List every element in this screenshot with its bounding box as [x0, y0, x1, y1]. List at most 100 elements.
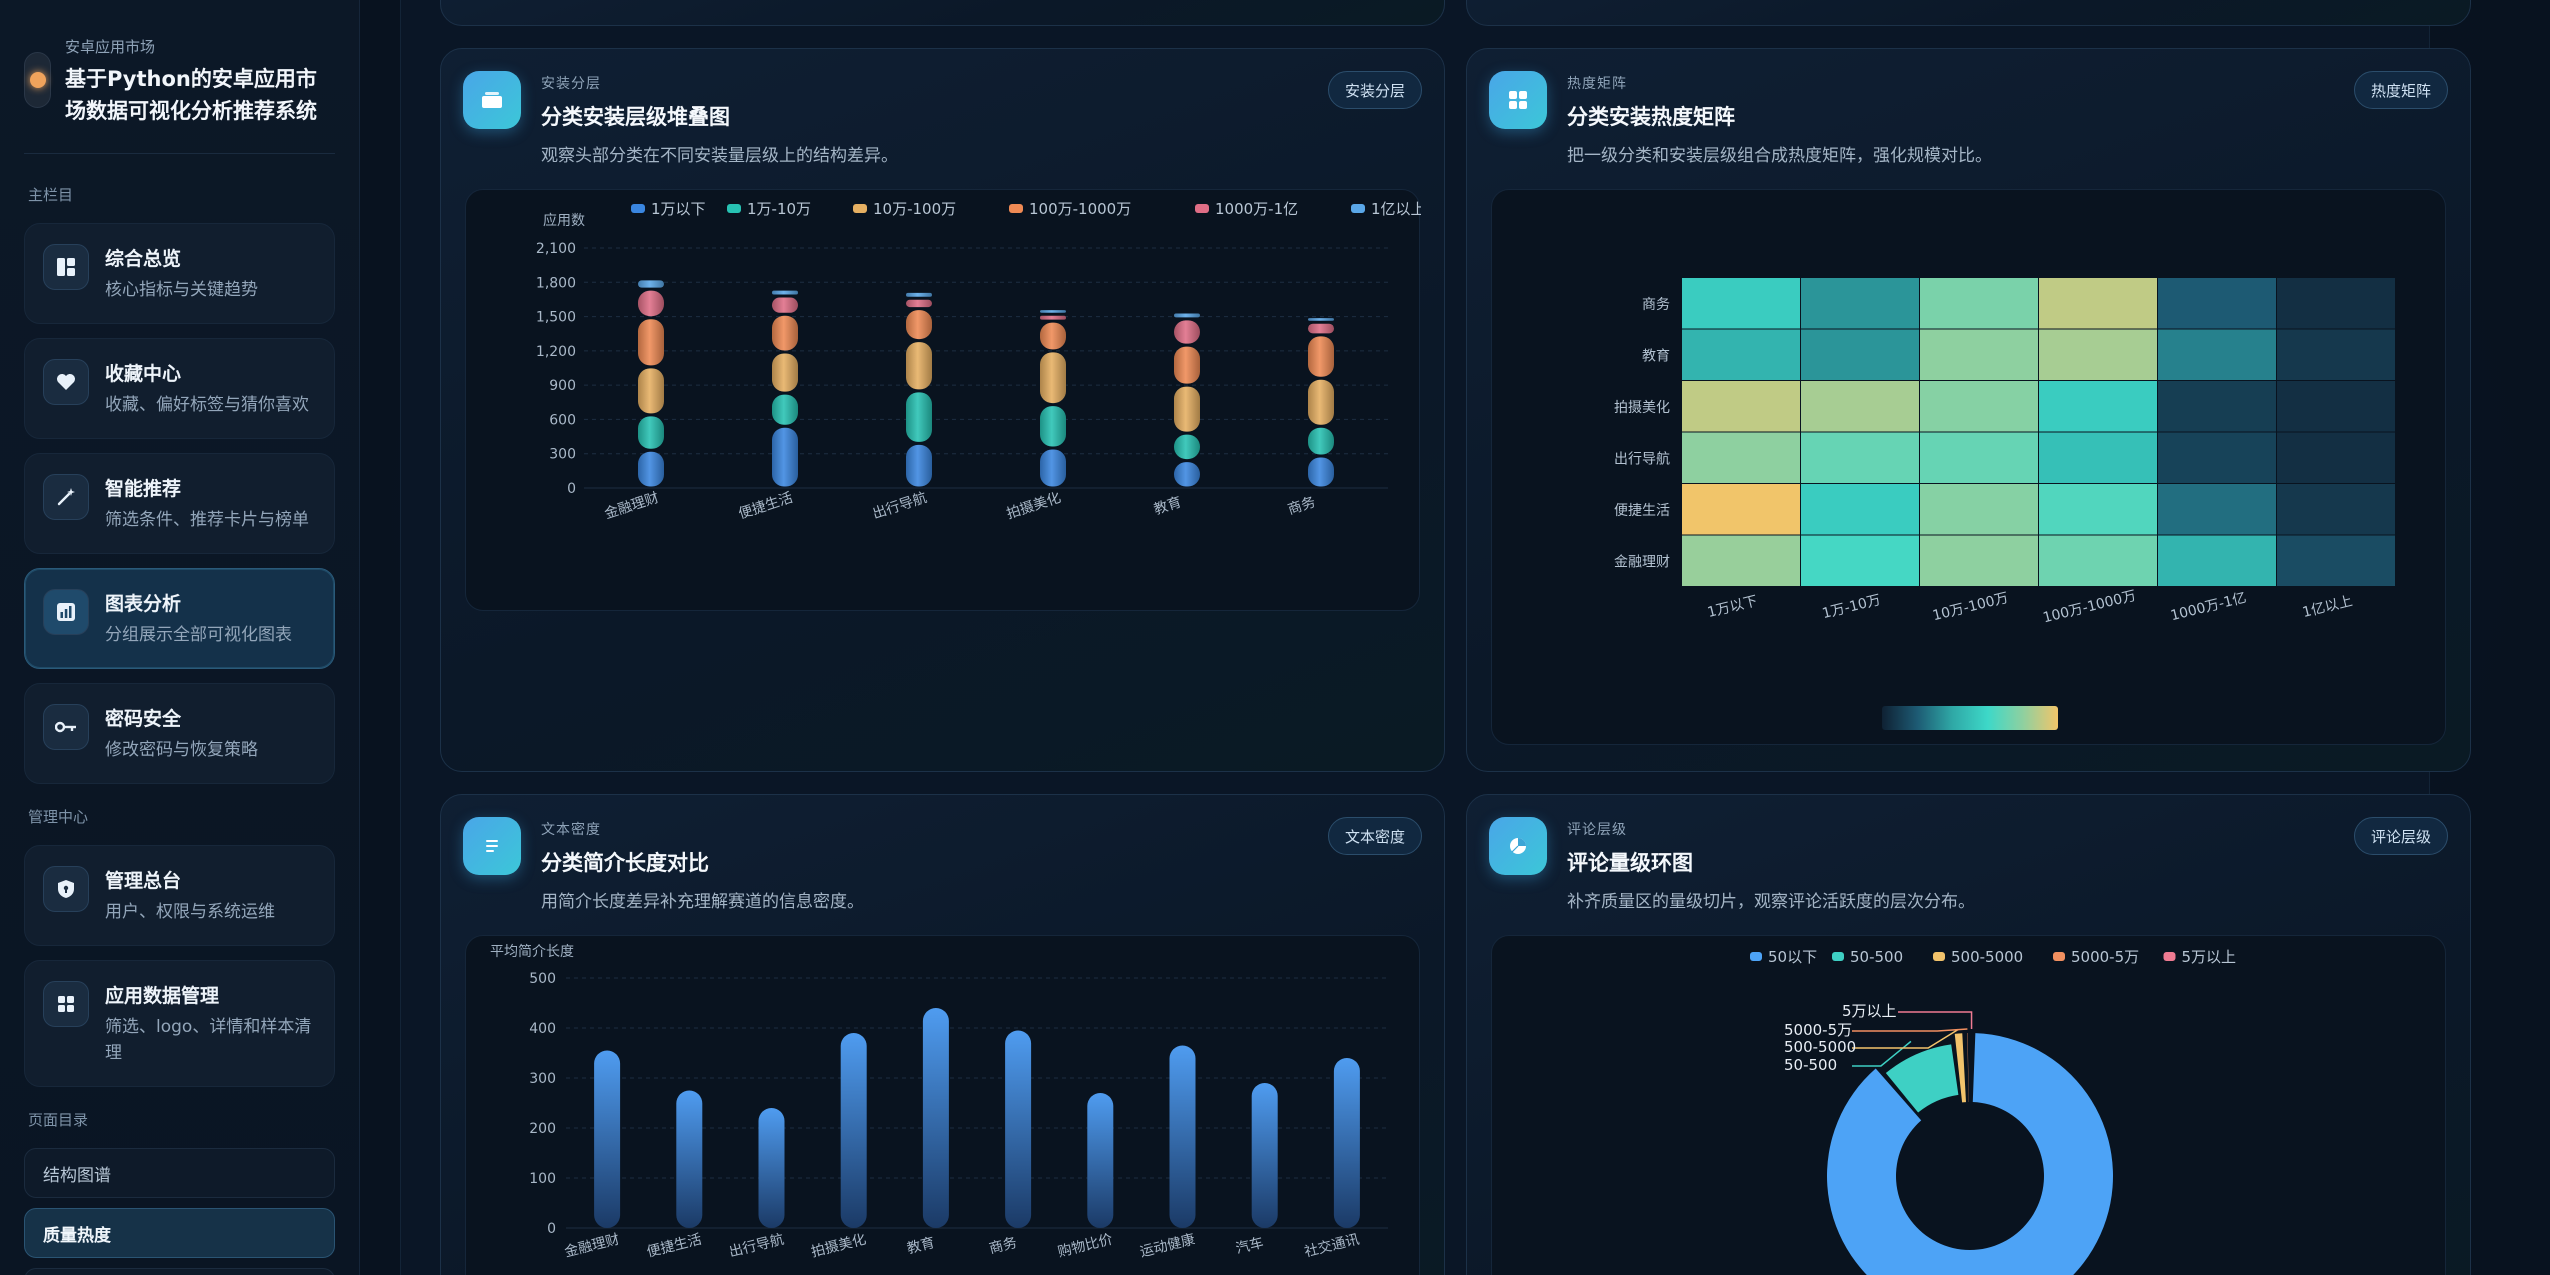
x-tick-label: 教育 — [1152, 494, 1184, 518]
slice-label: 5万以上 — [1842, 1002, 1897, 1020]
toc-item-next[interactable] — [24, 1268, 335, 1275]
stack-segment — [1040, 406, 1066, 447]
x-tick-label: 汽车 — [1234, 1234, 1265, 1257]
legend-label: 5000-5万 — [2071, 948, 2139, 966]
toc-item-structure[interactable]: 结构图谱 — [24, 1148, 335, 1198]
y-tick-label: 1,800 — [536, 275, 576, 291]
leader-line — [1852, 1028, 1959, 1049]
chart-box: 50以下 50-500 500-5000 5000-5万 5万以上 50-500 500-5… — [1491, 935, 2446, 1275]
x-tick-label: 便捷生活 — [737, 490, 795, 523]
legend-label: 1万-10万 — [747, 200, 811, 218]
heat-cell — [1801, 484, 1919, 535]
card-tag[interactable]: 评论层级 — [2353, 817, 2448, 855]
heat-cell — [2158, 535, 2276, 586]
nav-item-favorites[interactable]: 收藏中心 收藏、偏好标签与猜你喜欢 — [24, 338, 335, 439]
heat-cell — [2039, 381, 2157, 432]
stack-segment — [1308, 427, 1334, 455]
x-tick-label: 社交通讯 — [1303, 1231, 1361, 1261]
toc-item-quality[interactable]: 质量热度 — [24, 1208, 335, 1258]
row-label: 教育 — [1642, 348, 1670, 364]
nav-item-overview[interactable]: 综合总览 核心指标与关键趋势 — [24, 223, 335, 324]
y-tick-label: 900 — [549, 378, 576, 394]
nav-item-password[interactable]: 密码安全 修改密码与恢复策略 — [24, 683, 335, 784]
heat-cell — [1682, 278, 1800, 329]
x-tick-label: 教育 — [905, 1235, 936, 1257]
heat-cell — [2158, 432, 2276, 483]
stack-segment — [1040, 449, 1066, 487]
nav-title: 收藏中心 — [105, 363, 182, 385]
heat-cell — [2277, 278, 2395, 329]
stack-segment — [906, 299, 932, 308]
stack-segment — [772, 290, 798, 295]
stack-segment — [638, 451, 664, 487]
card-title: 分类安装热度矩阵 — [1567, 105, 1735, 129]
heat-cell — [1682, 535, 1800, 586]
brand-subtitle: 安卓应用市场 — [65, 38, 156, 56]
donut-slice — [1967, 1033, 1969, 1103]
nav-item-charts[interactable]: 图表分析 分组展示全部可视化图表 — [24, 568, 335, 669]
x-tick-label: 购物比价 — [1056, 1232, 1114, 1261]
grid-icon — [43, 981, 89, 1027]
stack-segment — [772, 297, 798, 313]
layers-icon — [463, 71, 521, 129]
heat-cell — [2277, 329, 2395, 380]
card-desc: 把一级分类和安装层级组合成热度矩阵，强化规模对比。 — [1567, 146, 1992, 166]
nav-title: 综合总览 — [105, 248, 182, 270]
col-label: 1亿以上 — [2301, 593, 2354, 621]
card-tag[interactable]: 热度矩阵 — [2353, 71, 2448, 109]
text-lines-icon — [463, 817, 521, 875]
heat-cell — [2039, 329, 2157, 380]
legend-label: 100万-1000万 — [1029, 200, 1131, 218]
heat-cell — [1801, 535, 1919, 586]
card-title: 评论量级环图 — [1567, 851, 1693, 875]
nav-title: 管理总台 — [105, 870, 182, 892]
heat-cell — [2039, 535, 2157, 586]
pie-chart-icon — [1489, 817, 1547, 875]
heat-cell — [2277, 535, 2395, 586]
y-tick-label: 0 — [547, 1221, 556, 1237]
card-install-stack: 安装分层 分类安装层级堆叠图 观察头部分类在不同安装量层级上的结构差异。 安装分… — [440, 48, 1445, 772]
legend-label: 50-500 — [1850, 948, 1903, 966]
nav-desc: 收藏、偏好标签与猜你喜欢 — [105, 395, 309, 415]
x-tick-label: 金融理财 — [563, 1232, 621, 1261]
card-tag[interactable]: 安装分层 — [1327, 71, 1422, 109]
heat-cell — [1801, 381, 1919, 432]
donut-slice — [1954, 1033, 1967, 1103]
x-tick-label: 商务 — [988, 1235, 1019, 1257]
card-desc-length: 文本密度 分类简介长度对比 用简介长度差异补充理解赛道的信息密度。 文本密度 平… — [440, 794, 1445, 1275]
y-tick-label: 300 — [529, 1071, 556, 1087]
col-label: 1万-10万 — [1821, 592, 1883, 622]
stack-segment — [906, 342, 932, 390]
nav-desc: 修改密码与恢复策略 — [105, 740, 258, 760]
chart-box: 商务 教育 拍摄美化 出行导航 便捷生活 金融理财 1万以下 1万-10万 10万-100万 10… — [1491, 189, 2446, 745]
y-tick-label: 1,500 — [536, 310, 576, 326]
heat-cell — [2039, 278, 2157, 329]
stack-segment — [772, 353, 798, 392]
heat-cell — [2039, 432, 2157, 483]
stack-segment — [638, 290, 664, 317]
row-label: 金融理财 — [1614, 554, 1670, 570]
y-tick-label: 200 — [529, 1121, 556, 1137]
heat-cell — [1920, 329, 2038, 380]
card-eyebrow: 评论层级 — [1567, 822, 1627, 838]
chart-box: 平均简介长度 0 100 200 300 400 500 金融理财 便捷生活 出行导航 拍摄美化 教育… — [465, 935, 1420, 1275]
stack-segment — [906, 392, 932, 442]
key-icon — [43, 704, 89, 750]
row-label: 拍摄美化 — [1614, 400, 1670, 416]
card-heatmap: 热度矩阵 分类安装热度矩阵 把一级分类和安装层级组合成热度矩阵，强化规模对比。 … — [1466, 48, 2471, 772]
leader-line — [1852, 1028, 1968, 1032]
heat-cell — [1920, 278, 2038, 329]
card-eyebrow: 热度矩阵 — [1567, 76, 1627, 92]
card-tag[interactable]: 文本密度 — [1327, 817, 1422, 855]
brand-logo-icon — [24, 52, 51, 108]
main-area: 安装分层 分类安装层级堆叠图 观察头部分类在不同安装量层级上的结构差异。 安装分… — [360, 0, 2550, 1275]
card-partial-right — [1466, 0, 2471, 26]
shield-icon — [43, 866, 89, 912]
bar — [1333, 1058, 1360, 1228]
legend-label: 1万以下 — [651, 200, 706, 218]
legend-label: 1亿以上 — [1371, 200, 1421, 218]
nav-item-recommend[interactable]: 智能推荐 筛选条件、推荐卡片与榜单 — [24, 453, 335, 554]
heat-cell — [1801, 432, 1919, 483]
nav-item-admin-console[interactable]: 管理总台 用户、权限与系统运维 — [24, 845, 335, 946]
nav-item-app-data[interactable]: 应用数据管理 筛选、logo、详情和样本清理 — [24, 960, 335, 1087]
